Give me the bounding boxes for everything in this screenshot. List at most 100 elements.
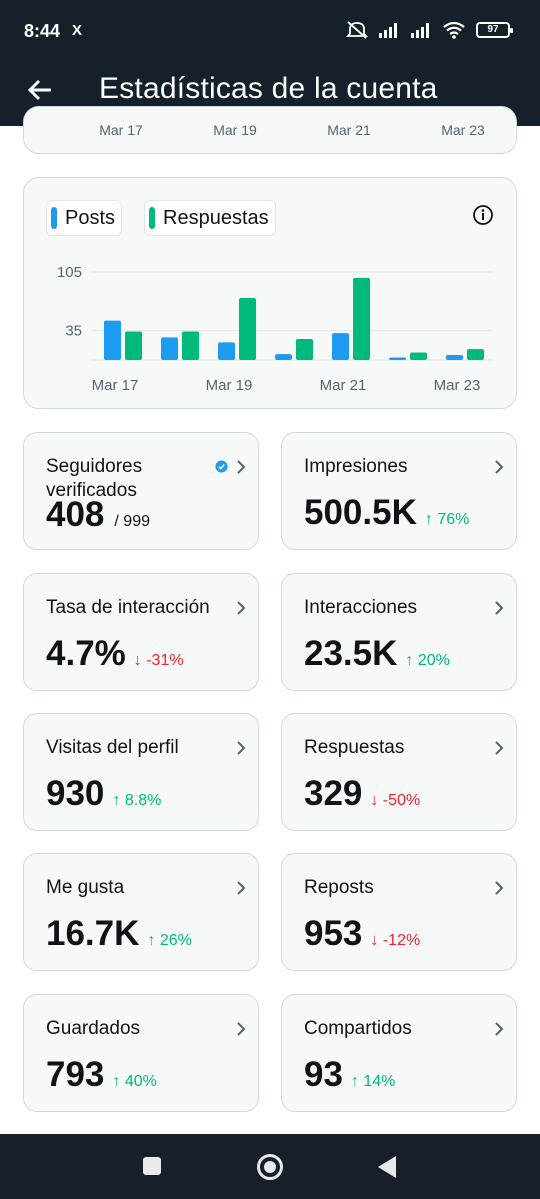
stat-change: ↓ -31% [133, 652, 184, 669]
stat-value: 23.5K ↑ 20% [304, 634, 450, 674]
wifi-icon [443, 21, 465, 39]
verified-badge-icon [215, 460, 228, 473]
stat-sub: / 999 [114, 513, 150, 530]
chart-legend: Posts Respuestas [46, 200, 276, 236]
bar-posts-mar-17[interactable] [104, 320, 121, 360]
stat-value-number: 793 [46, 1055, 105, 1094]
stat-change: ↑ 20% [405, 652, 450, 669]
legend-swatch-respuestas [149, 207, 156, 229]
stat-card-me-gusta[interactable]: Me gusta 16.7K ↑ 26% [23, 853, 259, 971]
stat-value-number: 4.7% [46, 634, 126, 673]
stat-value-number: 500.5K [304, 493, 417, 532]
stat-change: ↑ 40% [112, 1073, 157, 1090]
chevron-right-icon [495, 881, 504, 895]
stat-value: 16.7K ↑ 26% [46, 914, 192, 954]
bar-respuestas-mar-23[interactable] [467, 349, 484, 360]
status-bar: 8:44 X 97 [0, 0, 540, 64]
status-time: 8:44 [24, 21, 61, 41]
chevron-right-icon [495, 741, 504, 755]
back-icon[interactable] [378, 1156, 396, 1178]
stat-label: Tasa de interacción [46, 597, 210, 618]
x-tick-label: Mar 23 [434, 377, 481, 394]
stat-label: Guardados [46, 1018, 141, 1039]
legend-label-respuestas: Respuestas [163, 206, 269, 229]
battery-icon: 97 [476, 22, 513, 38]
bar-respuestas-mar-22[interactable] [410, 352, 427, 360]
stat-change: ↑ 8.8% [112, 792, 162, 809]
y-tick-label: 105 [57, 264, 82, 281]
stat-label: Reposts [304, 877, 374, 898]
stat-value: 93 ↑ 14% [304, 1055, 395, 1095]
stat-value: 930 ↑ 8.8% [46, 774, 161, 814]
stat-value: 4.7% ↓ -31% [46, 634, 184, 674]
chevron-right-icon [495, 460, 504, 474]
recents-icon[interactable] [143, 1157, 161, 1175]
x-tick-label: Mar 17 [99, 122, 143, 138]
bar-respuestas-mar-20[interactable] [296, 339, 313, 360]
legend-swatch-posts [51, 207, 57, 229]
bar-posts-mar-22[interactable] [389, 357, 406, 360]
stat-change: ↑ 26% [147, 932, 192, 949]
stat-card-respuestas[interactable]: Respuestas 329 ↓ -50% [281, 713, 517, 831]
stat-value: 408 / 999 [46, 495, 150, 535]
stat-card-compartidos[interactable]: Compartidos 93 ↑ 14% [281, 994, 517, 1112]
bar-respuestas-mar-18[interactable] [182, 331, 199, 360]
x-tick-label: Mar 23 [441, 122, 485, 138]
stat-label: Impresiones [304, 456, 408, 477]
bar-respuestas-mar-21[interactable] [353, 277, 370, 360]
home-icon[interactable] [257, 1154, 283, 1180]
stat-label: Me gusta [46, 877, 125, 898]
stat-card-interacciones[interactable]: Interacciones 23.5K ↑ 20% [281, 573, 517, 691]
stat-card-visitas-perfil[interactable]: Visitas del perfil 930 ↑ 8.8% [23, 713, 259, 831]
stat-change: ↓ -12% [370, 932, 421, 949]
page-title: Estadísticas de la cuenta [99, 72, 438, 105]
bar-posts-mar-18[interactable] [161, 337, 178, 360]
stat-label: Visitas del perfil [46, 737, 179, 758]
bar-posts-mar-23[interactable] [446, 354, 463, 360]
stat-value-number: 329 [304, 774, 363, 813]
bar-posts-mar-20[interactable] [275, 354, 292, 360]
legend-label-posts: Posts [65, 206, 116, 229]
stat-card-tasa-interaccion[interactable]: Tasa de interacción 4.7% ↓ -31% [23, 573, 259, 691]
signal-icon [379, 23, 397, 38]
chevron-right-icon [495, 1022, 504, 1036]
previous-chart-card [23, 106, 517, 154]
chevron-right-icon [237, 881, 246, 895]
stat-value-number: 930 [46, 774, 105, 813]
info-icon[interactable] [472, 204, 494, 226]
signal-icon-2 [411, 23, 429, 38]
back-arrow-icon[interactable] [24, 74, 56, 106]
bar-posts-mar-21[interactable] [332, 333, 349, 360]
bar-respuestas-mar-19[interactable] [239, 297, 256, 360]
chevron-right-icon [237, 741, 246, 755]
x-tick-label: Mar 17 [92, 377, 139, 394]
stat-value-number: 16.7K [46, 914, 140, 953]
stat-card-reposts[interactable]: Reposts 953 ↓ -12% [281, 853, 517, 971]
stat-value-number: 408 [46, 495, 105, 534]
mute-icon [346, 21, 368, 39]
stat-card-impresiones[interactable]: Impresiones 500.5K ↑ 76% [281, 432, 517, 550]
stat-card-seguidores-verificados[interactable]: Seguidores verificados 408 / 999 [23, 432, 259, 550]
chevron-right-icon [237, 460, 246, 474]
x-tick-label: Mar 21 [320, 377, 367, 394]
x-tick-label: Mar 21 [327, 122, 371, 138]
stat-value-number: 93 [304, 1055, 343, 1094]
chevron-right-icon [237, 1022, 246, 1036]
stat-value-number: 23.5K [304, 634, 398, 673]
bar-posts-mar-19[interactable] [218, 342, 235, 360]
stat-label: Compartidos [304, 1018, 412, 1039]
bar-respuestas-mar-17[interactable] [125, 331, 142, 360]
stat-value: 329 ↓ -50% [304, 774, 420, 814]
stat-label: Interacciones [304, 597, 418, 618]
status-icons: 97 [346, 20, 513, 40]
stat-value: 500.5K ↑ 76% [304, 493, 469, 533]
stat-card-guardados[interactable]: Guardados 793 ↑ 40% [23, 994, 259, 1112]
chevron-right-icon [495, 601, 504, 615]
posts-replies-chart-card: Posts Respuestas 35 105 Mar 17 Mar 19 Mar 21… [23, 177, 517, 409]
legend-item-posts[interactable]: Posts [46, 200, 123, 236]
bar-chart: 35 105 Mar 17 Mar 19 Mar 21 Mar 23 [57, 264, 492, 394]
legend-item-respuestas[interactable]: Respuestas [144, 200, 276, 236]
y-tick-label: 35 [65, 323, 82, 340]
stat-value: 793 ↑ 40% [46, 1055, 157, 1095]
stat-label: Respuestas [304, 737, 405, 758]
